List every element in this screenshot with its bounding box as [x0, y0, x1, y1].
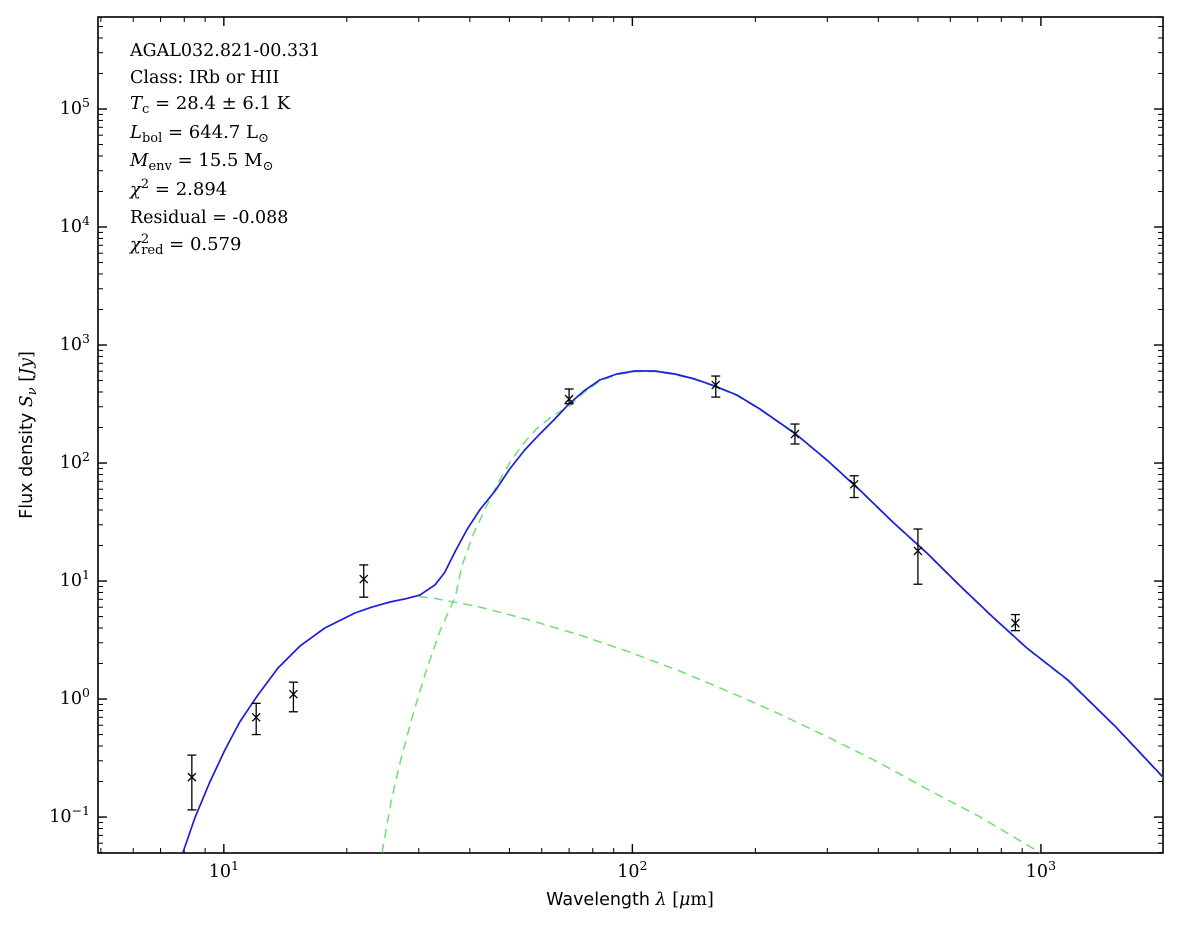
text-segment: Class: IRb or HII [130, 67, 280, 88]
text-segment: m] [690, 890, 714, 910]
text-segment: L [130, 121, 142, 143]
fit-annotation-block: AGAL032.821-00.331 Class: IRb or HII Tc = … [130, 38, 320, 260]
y-tick-label: 10−1 [49, 803, 90, 828]
text-segment: M [130, 150, 149, 171]
data-point [564, 388, 574, 405]
data-point [711, 375, 721, 398]
text-segment: [ [666, 890, 680, 910]
y-tick-label: 104 [59, 213, 90, 237]
data-point [790, 423, 800, 445]
text-segment: bol [141, 130, 163, 146]
annotation-luminosity-line: Lbol = 644.7 L⊙ [130, 120, 320, 149]
y-tick-label: 105 [59, 95, 90, 119]
data-point [1010, 613, 1020, 632]
y-axis-label: Flux density Sν [Jy] [17, 265, 43, 605]
text-segment: [ [17, 374, 37, 388]
data-point [359, 564, 369, 598]
text-segment: ⊙ [258, 130, 269, 146]
text-segment: ν [25, 387, 40, 396]
annotation-residual-line: Residual = -0.088 [130, 205, 320, 232]
annotation-temperature-line: Tc = 28.4 ± 6.1 K [130, 91, 320, 120]
total-model-curve [182, 370, 1163, 853]
text-segment: AGAL032.821-00.331 [130, 41, 321, 61]
y-tick-label: 100 [59, 685, 90, 710]
text-segment: = 644.7 L [162, 121, 258, 143]
data-point [849, 475, 859, 499]
y-tick-label: 102 [59, 449, 90, 474]
text-segment: S [17, 395, 37, 408]
x-tick-label: 103 [1025, 858, 1057, 882]
text-segment: = 0.579 [163, 233, 242, 255]
annotation-class-line: Class: IRb or HII [130, 65, 320, 92]
annotation-mass-line: Menv = 15.5 M⊙ [130, 148, 320, 177]
data-point [288, 681, 298, 713]
x-axis-label: Wavelength λ [μm] [430, 890, 830, 910]
y-tick-label: 101 [59, 567, 90, 592]
text-segment: = 2.894 [149, 178, 228, 200]
axis-ticks [98, 16, 1163, 854]
text-segment: Wavelength [546, 890, 656, 910]
data-point [251, 702, 261, 736]
text-segment: T [130, 93, 143, 114]
text-segment: = 28.4 ± 6.1 K [149, 93, 291, 114]
annotation-chi2red-line: χ2red = 0.579 [130, 232, 320, 261]
text-segment: χ [130, 233, 141, 255]
text-segment: red [141, 242, 164, 258]
annotation-chi2-line: χ2 = 2.894 [130, 177, 320, 206]
text-segment: = 15.5 M [171, 150, 263, 171]
text-segment: λ [655, 890, 667, 910]
text-segment: 2 [140, 231, 150, 247]
data-points [187, 375, 1020, 811]
annotation-source-name: AGAL032.821-00.331 [130, 38, 320, 65]
text-segment: ⊙ [262, 159, 274, 174]
text-segment: c [142, 102, 150, 117]
data-point [187, 754, 197, 811]
text-segment: 2 [140, 176, 150, 192]
text-segment: χ [130, 178, 141, 200]
x-tick-label: 101 [208, 858, 239, 882]
text-segment: μ [679, 890, 691, 910]
text-segment: env [148, 159, 172, 174]
x-tick-label: 102 [617, 858, 648, 882]
data-point [913, 528, 923, 585]
plot-frame [97, 16, 1164, 854]
text-segment: Jy [17, 357, 37, 375]
hot-component-curve [418, 595, 1041, 853]
text-segment: Residual = -0.088 [130, 208, 289, 228]
y-tick-label: 103 [59, 331, 90, 356]
